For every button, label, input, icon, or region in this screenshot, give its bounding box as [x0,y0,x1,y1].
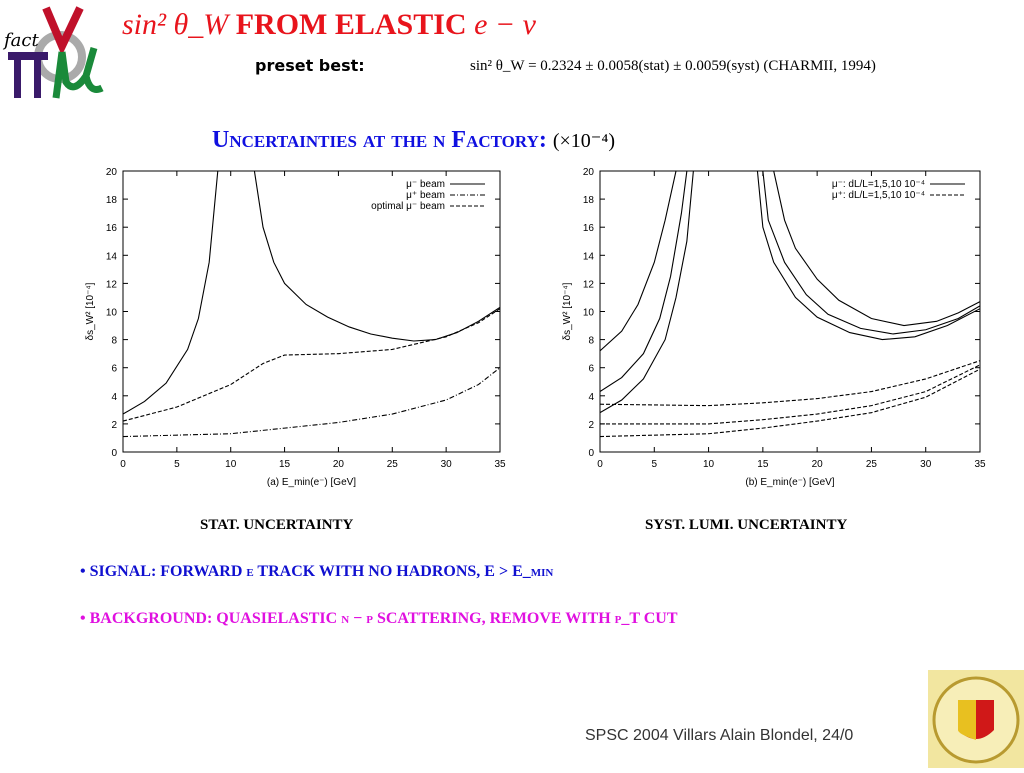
x-tick-label: 35 [494,459,506,470]
y-tick-label: 2 [588,420,594,431]
y-tick-label: 16 [583,223,595,234]
y-tick-label: 6 [111,364,117,375]
title-math2: e − ν [474,8,536,41]
y-axis-label: δs_W² [10⁻⁴] [562,282,573,340]
y-tick-label: 10 [583,308,595,319]
x-tick-label: 25 [387,459,399,470]
legend-label: μ⁺ beam [406,190,445,201]
series-line [123,308,500,422]
title-math: sin² θ_W [122,8,229,41]
subtitle-unit: (×10⁻⁴) [552,130,615,152]
series-line [253,171,500,342]
y-tick-label: 14 [583,251,595,262]
y-tick-label: 8 [111,336,117,347]
x-tick-label: 25 [866,459,878,470]
legend-label: μ⁺: dL/L=1,5,10 10⁻⁴ [832,190,925,201]
title-text: FROM ELASTIC [235,8,467,41]
series-line [600,360,980,407]
subtitle: Uncertainties at the ν Factory: (×10⁻⁴) [212,127,615,154]
legend-label: μ⁻ beam [406,179,445,190]
y-tick-label: 4 [111,392,117,403]
series-line [600,171,688,393]
y-tick-label: 0 [588,448,594,459]
series-line [123,367,500,438]
y-tick-label: 18 [583,195,595,206]
x-tick-label: 0 [597,459,603,470]
caption-left: STAT. UNCERTAINTY [200,517,354,533]
y-tick-label: 0 [111,448,117,459]
series-line [762,171,980,335]
caption-right: SYST. LUMI. UNCERTAINTY [645,517,848,533]
x-axis-label: (b) E_min(e⁻) [GeV] [745,477,834,488]
x-tick-label: 35 [974,459,986,470]
x-tick-label: 10 [703,459,715,470]
x-axis-label: (a) E_min(e⁻) [GeV] [267,477,356,488]
x-tick-label: 5 [174,459,180,470]
subtitle-text: Uncertainties at the ν Factory: [212,127,547,153]
plot-frame [599,170,981,453]
y-tick-label: 16 [106,223,118,234]
series-line [756,171,980,341]
university-seal [928,670,1024,768]
bullet-background: • BACKGROUND: QUASIELASTIC ν − p SCATTER… [80,610,678,627]
series-line [600,368,980,438]
series-line [123,171,219,415]
logo-pi-shape [8,52,48,98]
x-tick-label: 15 [757,459,769,470]
x-tick-label: 20 [812,459,824,470]
factory-logo: fact [2,2,120,102]
y-tick-label: 12 [583,279,595,290]
x-tick-label: 30 [920,459,932,470]
y-tick-label: 8 [588,336,594,347]
legend-label: optimal μ⁻ beam [371,201,445,212]
y-tick-label: 2 [111,420,117,431]
y-tick-label: 20 [106,167,118,178]
plot-frame [122,170,501,453]
logo-nu-shape [42,6,84,56]
series-line [773,171,980,327]
y-tick-label: 6 [588,364,594,375]
series-line [600,171,694,414]
footer-text: SPSC 2004 Villars Alain Blondel, 24/0 [585,727,854,744]
preset-label: preset best: [255,56,365,75]
x-tick-label: 10 [225,459,237,470]
series-line [600,171,677,352]
logo-fact-text: fact [2,30,39,51]
series-line [600,364,980,425]
x-tick-label: 0 [120,459,126,470]
y-tick-label: 18 [106,195,118,206]
legend-label: μ⁻: dL/L=1,5,10 10⁻⁴ [832,179,925,190]
x-tick-label: 30 [441,459,453,470]
formula: sin² θ_W = 0.2324 ± 0.0058(stat) ± 0.005… [470,58,876,74]
y-axis-label: δs_W² [10⁻⁴] [85,282,96,340]
logo-mu-shape [52,47,104,99]
x-tick-label: 15 [279,459,291,470]
y-tick-label: 20 [583,167,595,178]
x-tick-label: 5 [652,459,658,470]
x-tick-label: 20 [333,459,345,470]
y-tick-label: 12 [106,279,118,290]
y-tick-label: 10 [106,308,118,319]
y-tick-label: 4 [588,392,594,403]
bullet-signal: • SIGNAL: FORWARD e TRACK WITH NO HADRON… [80,563,554,580]
y-tick-label: 14 [106,251,118,262]
slide-title: sin² θ_W FROM ELASTIC e − ν [122,8,536,42]
